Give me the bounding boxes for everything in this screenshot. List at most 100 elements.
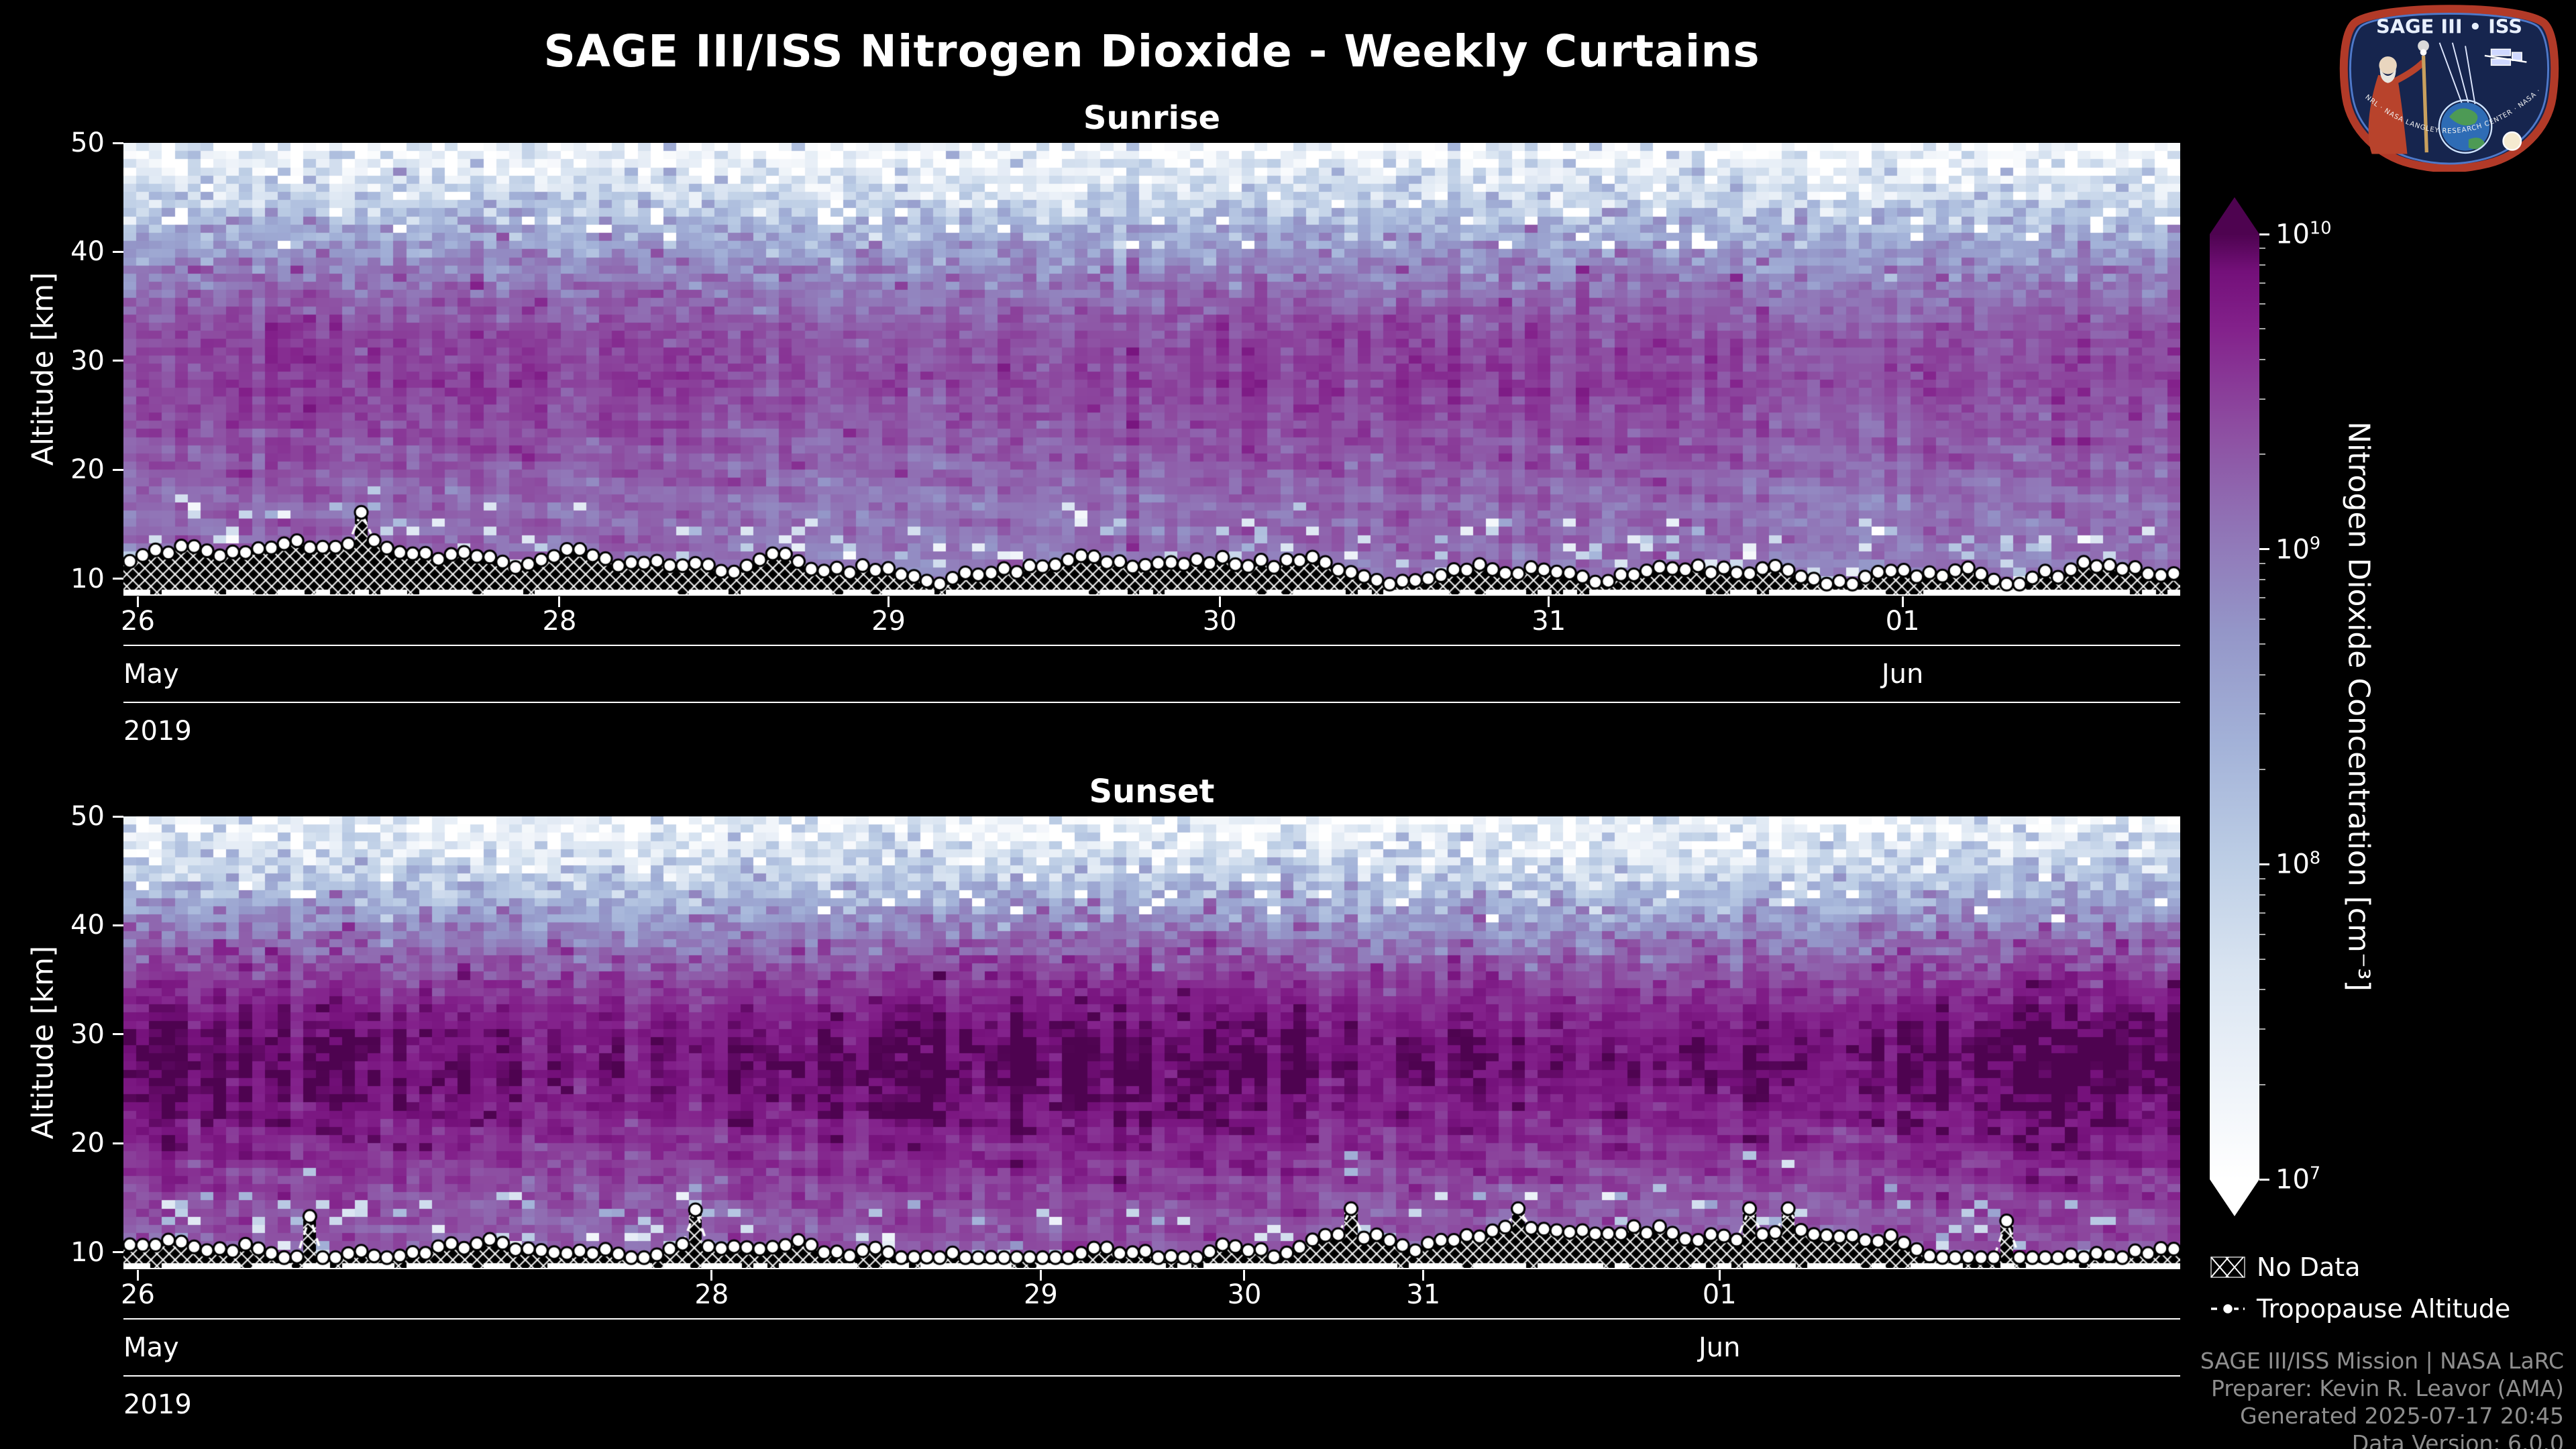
sage-iii-iss-logo: SAGE III • ISS NRL · NASA LANGLEY RESEAR… <box>2328 4 2559 172</box>
x-tick-mark <box>1548 596 1550 607</box>
y-tick-mark <box>113 468 123 471</box>
y-tick-mark <box>113 250 123 253</box>
legend-item-tropopause: Tropopause Altitude <box>2210 1291 2510 1326</box>
x-tick-mark <box>1243 1270 1246 1281</box>
x-tick-label: 31 <box>1532 606 1566 637</box>
year-separator-line <box>123 702 2180 703</box>
no-data-hatch-icon <box>2210 1256 2245 1278</box>
y-tick-label: 30 <box>70 1018 105 1050</box>
y-tick-label: 40 <box>70 236 105 268</box>
light-beams-icon <box>2438 42 2476 105</box>
wizard-figure <box>2368 49 2428 154</box>
colorbar-minor-tick <box>2259 453 2265 455</box>
colorbar-minor-tick <box>2259 597 2265 599</box>
y-tick-label: 20 <box>70 454 105 486</box>
y-tick-mark <box>113 578 123 580</box>
x-tick-label: 28 <box>542 606 577 637</box>
chart-title-sunrise: Sunrise <box>1083 99 1221 137</box>
colorbar-minor-tick <box>2259 877 2265 879</box>
sunset-curtain-heatmap <box>123 816 2180 1269</box>
colorbar-minor-tick <box>2259 264 2265 266</box>
colorbar-minor-tick <box>2259 563 2265 565</box>
credit-line-generated: Generated 2025-07-17 20:45 <box>2240 1403 2564 1429</box>
moon-icon <box>2418 40 2429 52</box>
colorbar-tick-label: 109 <box>2275 533 2321 566</box>
colorbar-major-tick <box>2259 863 2269 865</box>
earth-icon <box>2438 99 2493 154</box>
month-separator-line <box>123 1318 2180 1320</box>
colorbar-major-tick <box>2259 233 2269 235</box>
colorbar-minor-tick <box>2259 248 2265 250</box>
colorbar-minor-tick <box>2259 358 2265 360</box>
y-tick-label: 50 <box>70 127 105 158</box>
credit-line-preparer: Preparer: Kevin R. Leavor (AMA) <box>2211 1375 2564 1401</box>
colorbar-tick-label: 107 <box>2275 1163 2321 1195</box>
x-year-label: 2019 <box>123 1389 192 1420</box>
legend: No Data Tropopause Altitude <box>2210 1250 2510 1333</box>
x-axis-spine <box>123 1268 2180 1269</box>
credits-block: SAGE III/ISS Mission | NASA LaRC Prepare… <box>2200 1347 2564 1449</box>
figure-title: SAGE III/ISS Nitrogen Dioxide - Weekly C… <box>543 25 1760 77</box>
y-tick-label: 20 <box>70 1128 105 1159</box>
x-axis-spine <box>123 594 2180 596</box>
x-tick-mark <box>1901 596 1904 607</box>
colorbar-minor-tick <box>2259 912 2265 914</box>
y-tick-label: 10 <box>70 563 105 594</box>
legend-label-tropopause: Tropopause Altitude <box>2257 1294 2511 1324</box>
x-month-label: May <box>123 659 179 690</box>
y-tick-mark <box>113 1033 123 1036</box>
colorbar-minor-tick <box>2259 303 2265 305</box>
y-tick-mark <box>113 1251 123 1254</box>
colorbar-minor-tick <box>2259 768 2265 770</box>
x-tick-mark <box>1218 596 1221 607</box>
y-tick-mark <box>113 924 123 926</box>
colorbar-major-tick <box>2259 1178 2269 1181</box>
legend-label-no-data: No Data <box>2257 1252 2361 1282</box>
colorbar-minor-tick <box>2259 643 2265 645</box>
tropopause-marker-icon <box>2211 1302 2245 1316</box>
x-tick-mark <box>888 596 890 607</box>
colorbar-minor-tick <box>2259 398 2265 400</box>
legend-item-no-data: No Data <box>2210 1250 2510 1285</box>
x-tick-label: 28 <box>694 1279 729 1310</box>
x-tick-label: 30 <box>1227 1279 1262 1310</box>
x-tick-label: 26 <box>121 1279 155 1310</box>
x-month-label: Jun <box>1881 659 1924 690</box>
iss-icon <box>2484 48 2527 66</box>
y-tick-label: 50 <box>70 801 105 832</box>
x-tick-label: 26 <box>121 606 155 637</box>
colorbar <box>2210 197 2259 1216</box>
credit-line-mission: SAGE III/ISS Mission | NASA LaRC <box>2200 1348 2564 1374</box>
x-tick-label: 31 <box>1406 1279 1441 1310</box>
x-tick-mark <box>710 1270 713 1281</box>
colorbar-minor-tick <box>2259 958 2265 960</box>
y-tick-mark <box>113 815 123 818</box>
logo-inner-ring <box>2349 12 2549 165</box>
sun-icon <box>2502 131 2522 151</box>
x-tick-label: 29 <box>1023 1279 1058 1310</box>
colorbar-minor-tick <box>2259 579 2265 581</box>
x-tick-label: 30 <box>1202 606 1237 637</box>
colorbar-minor-tick <box>2259 328 2265 330</box>
month-separator-line <box>123 645 2180 646</box>
chart-title-sunset: Sunset <box>1089 773 1215 810</box>
x-month-label: Jun <box>1698 1332 1741 1363</box>
logo-title: SAGE III • ISS <box>2376 15 2522 38</box>
x-tick-mark <box>136 596 139 607</box>
y-tick-label: 30 <box>70 345 105 376</box>
colorbar-minor-tick <box>2259 713 2265 715</box>
x-month-label: May <box>123 1332 179 1363</box>
x-tick-mark <box>136 1270 139 1281</box>
colorbar-tick-label: 108 <box>2275 848 2321 880</box>
x-year-label: 2019 <box>123 716 192 747</box>
y-tick-mark <box>113 1142 123 1144</box>
colorbar-minor-tick <box>2259 674 2265 676</box>
colorbar-minor-tick <box>2259 282 2265 284</box>
y-tick-mark <box>113 142 123 144</box>
credit-line-version: Data Version: 6.0.0 <box>2351 1430 2564 1449</box>
colorbar-minor-tick <box>2259 1083 2265 1085</box>
x-tick-mark <box>1718 1270 1721 1281</box>
x-tick-mark <box>558 596 561 607</box>
x-tick-mark <box>1039 1270 1042 1281</box>
